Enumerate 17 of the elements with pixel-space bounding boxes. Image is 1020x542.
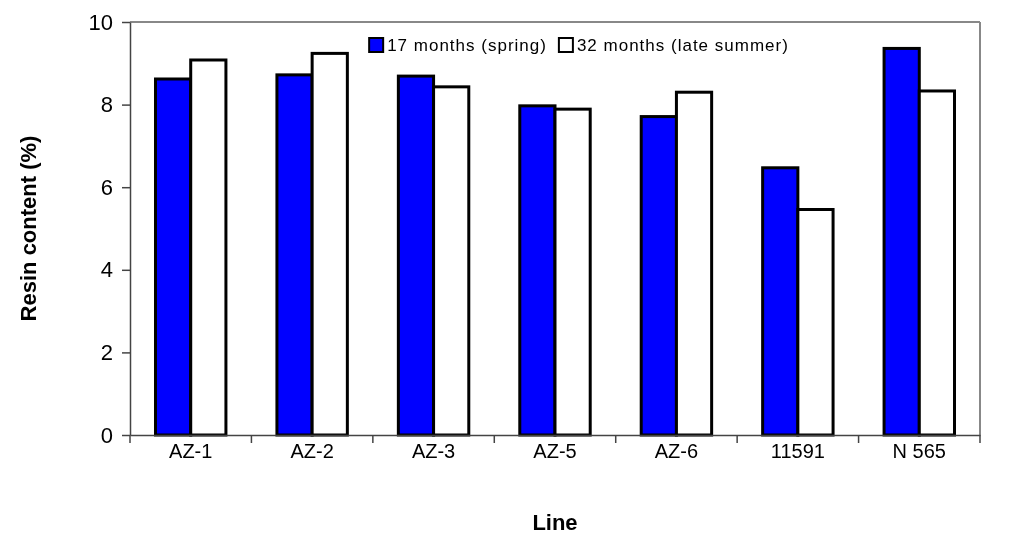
legend-label: 32 months (late summer) <box>576 36 789 55</box>
y-tick-label: 0 <box>100 422 113 448</box>
y-axis-title: Resin content (%) <box>16 135 41 322</box>
x-tick-label: 11591 <box>770 440 825 462</box>
y-tick-label: 8 <box>100 92 113 118</box>
x-tick-label: AZ-5 <box>533 440 577 462</box>
x-tick-label: AZ-6 <box>654 440 699 462</box>
y-tick-label: 6 <box>100 174 113 200</box>
legend-label: 17 months (spring) <box>387 36 547 55</box>
y-tick-label: 2 <box>100 339 113 365</box>
x-tick-label: AZ-1 <box>169 440 213 462</box>
y-tick-label: 4 <box>100 257 113 283</box>
x-tick-label: AZ-2 <box>290 440 334 462</box>
x-tick-label: AZ-3 <box>411 440 456 462</box>
x-axis-title: Line <box>532 510 578 535</box>
y-tick-label: 10 <box>88 9 113 35</box>
x-tick-label: N 565 <box>892 440 946 462</box>
